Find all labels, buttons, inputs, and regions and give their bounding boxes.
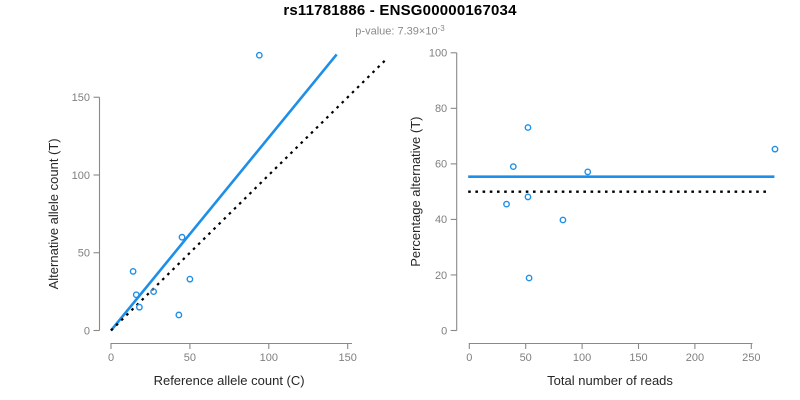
data-point [150, 288, 158, 296]
data-point [178, 233, 186, 241]
data-point [175, 311, 183, 319]
y-tick-label: 50 [78, 248, 90, 260]
x-axis-title: Total number of reads [547, 373, 673, 388]
data-point [503, 200, 510, 208]
y-tick-label: 0 [441, 325, 447, 337]
data-point [129, 268, 137, 275]
data-point [524, 124, 532, 131]
regression-line [109, 53, 338, 332]
data-point [559, 216, 567, 224]
y-tick-label: 60 [435, 159, 447, 171]
figure-subtitle: p-value: 7.39×10-3 [0, 23, 800, 38]
x-tick-label: 200 [686, 352, 704, 364]
data-point [771, 145, 779, 153]
y-tick-label: 150 [72, 92, 90, 104]
y-tick-label: 100 [72, 170, 90, 182]
x-tick-label: 50 [184, 352, 196, 364]
y-axis-title: Percentage alternative (T) [408, 117, 423, 267]
x-tick-label: 50 [520, 352, 532, 364]
data-point [509, 163, 517, 171]
y-tick-label: 0 [84, 325, 90, 337]
x-tick-label: 100 [260, 352, 278, 364]
x-tick-label: 100 [573, 352, 591, 364]
x-axis-title: Reference allele count (C) [154, 373, 305, 388]
data-point [136, 303, 143, 311]
figure-title: rs11781886 - ENSG00000167034 [283, 2, 517, 19]
data-point [525, 274, 533, 282]
p-value-exponent: -3 [437, 23, 445, 33]
data-point [255, 51, 263, 59]
x-tick-label: 150 [629, 352, 647, 364]
x-tick-label: 0 [466, 352, 472, 364]
y-tick-label: 40 [435, 214, 447, 226]
data-point [186, 275, 194, 283]
x-tick-label: 0 [108, 352, 114, 364]
y-tick-label: 100 [429, 48, 447, 60]
x-tick-label: 150 [339, 352, 357, 364]
x-tick-label: 250 [742, 352, 760, 364]
p-value-text: p-value: 7.39×10 [355, 25, 438, 38]
y-tick-label: 80 [435, 103, 447, 115]
data-point [132, 291, 140, 299]
y-tick-label: 20 [435, 270, 447, 282]
y-axis-title: Alternative allele count (T) [46, 138, 61, 289]
data-point [524, 193, 532, 201]
data-point [584, 168, 592, 176]
